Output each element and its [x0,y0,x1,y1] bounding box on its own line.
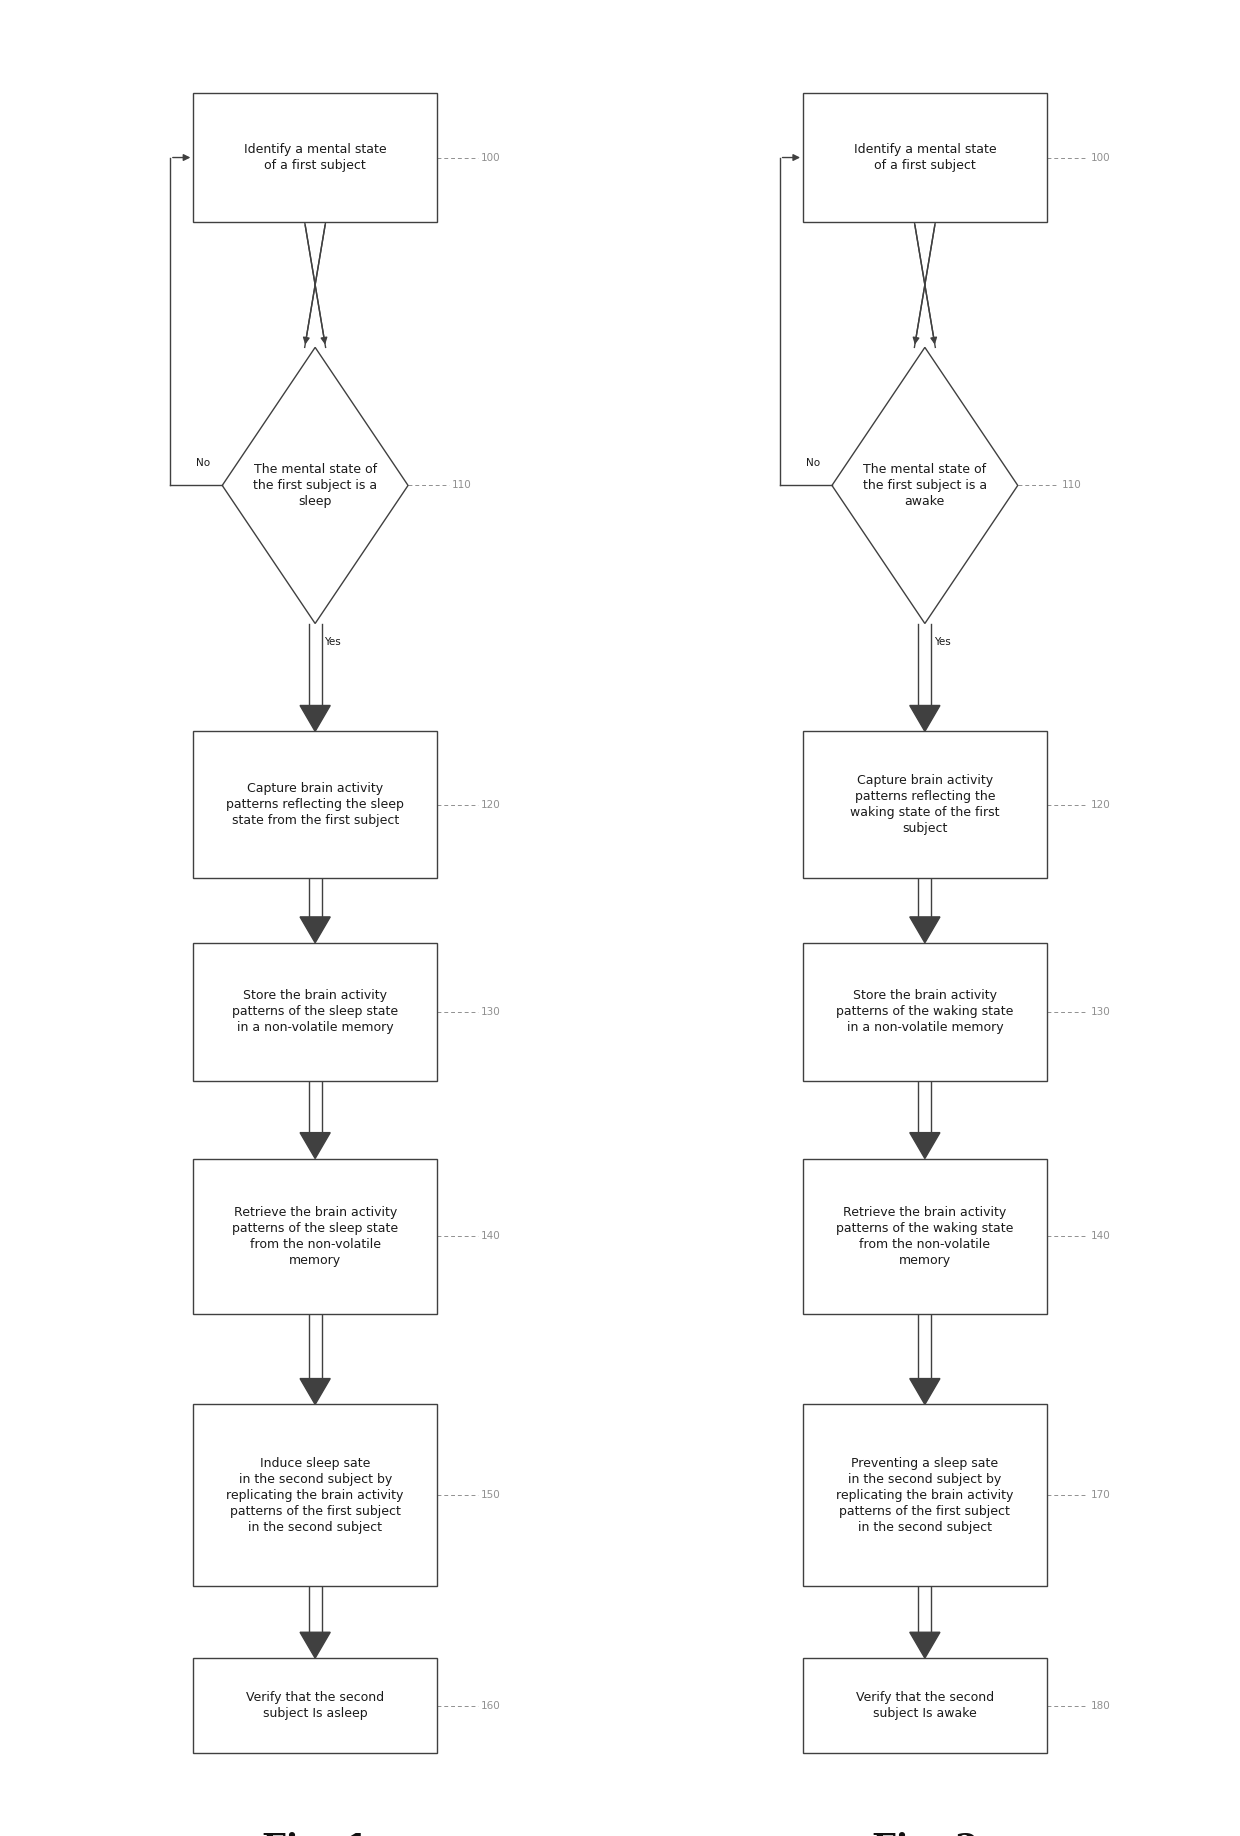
Text: 140: 140 [1090,1232,1110,1241]
Text: Preventing a sleep sate
in the second subject by
replicating the brain activity
: Preventing a sleep sate in the second su… [836,1456,1013,1533]
Polygon shape [910,705,940,731]
Text: Fig. 2: Fig. 2 [872,1832,978,1836]
Text: Fig. 1: Fig. 1 [262,1832,368,1836]
FancyBboxPatch shape [193,1159,436,1315]
Text: 120: 120 [1090,800,1110,810]
Text: 130: 130 [481,1006,501,1017]
Polygon shape [300,705,330,731]
FancyBboxPatch shape [804,1159,1047,1315]
Text: Capture brain activity
patterns reflecting the sleep
state from the first subjec: Capture brain activity patterns reflecti… [226,782,404,828]
Text: 180: 180 [1090,1700,1110,1711]
Polygon shape [910,1379,940,1405]
Text: 170: 170 [1090,1491,1110,1500]
Text: 150: 150 [481,1491,501,1500]
FancyBboxPatch shape [193,942,436,1081]
Text: Identify a mental state
of a first subject: Identify a mental state of a first subje… [244,143,387,173]
FancyBboxPatch shape [804,94,1047,222]
Polygon shape [910,916,940,944]
FancyBboxPatch shape [804,731,1047,878]
Text: Verify that the second
subject Is asleep: Verify that the second subject Is asleep [246,1691,384,1720]
Text: 120: 120 [481,800,501,810]
FancyBboxPatch shape [804,1405,1047,1586]
Text: Retrieve the brain activity
patterns of the sleep state
from the non-volatile
me: Retrieve the brain activity patterns of … [232,1206,398,1267]
Text: Yes: Yes [934,637,950,648]
Text: 130: 130 [1090,1006,1110,1017]
Text: 110: 110 [1061,481,1081,490]
FancyBboxPatch shape [193,1405,436,1586]
Text: 110: 110 [451,481,471,490]
Text: Capture brain activity
patterns reflecting the
waking state of the first
subject: Capture brain activity patterns reflecti… [851,775,999,835]
Text: Store the brain activity
patterns of the sleep state
in a non-volatile memory: Store the brain activity patterns of the… [232,990,398,1034]
Text: Induce sleep sate
in the second subject by
replicating the brain activity
patter: Induce sleep sate in the second subject … [227,1456,404,1533]
Polygon shape [300,1379,330,1405]
Text: Yes: Yes [324,637,341,648]
Polygon shape [300,1632,330,1658]
Text: 160: 160 [481,1700,501,1711]
FancyBboxPatch shape [193,731,436,878]
Polygon shape [910,1133,940,1159]
Text: 100: 100 [481,152,500,163]
Text: No: No [196,459,211,468]
FancyBboxPatch shape [804,1658,1047,1753]
Text: Retrieve the brain activity
patterns of the waking state
from the non-volatile
m: Retrieve the brain activity patterns of … [836,1206,1013,1267]
Polygon shape [300,1133,330,1159]
Text: The mental state of
the first subject is a
awake: The mental state of the first subject is… [863,463,987,509]
Polygon shape [300,916,330,944]
Text: 140: 140 [481,1232,501,1241]
FancyBboxPatch shape [804,942,1047,1081]
FancyBboxPatch shape [193,94,436,222]
Text: Identify a mental state
of a first subject: Identify a mental state of a first subje… [853,143,996,173]
Text: No: No [806,459,821,468]
FancyBboxPatch shape [193,1658,436,1753]
Polygon shape [910,1632,940,1658]
Text: The mental state of
the first subject is a
sleep: The mental state of the first subject is… [253,463,377,509]
Text: Store the brain activity
patterns of the waking state
in a non-volatile memory: Store the brain activity patterns of the… [836,990,1013,1034]
Text: Verify that the second
subject Is awake: Verify that the second subject Is awake [856,1691,994,1720]
Text: 100: 100 [1090,152,1110,163]
